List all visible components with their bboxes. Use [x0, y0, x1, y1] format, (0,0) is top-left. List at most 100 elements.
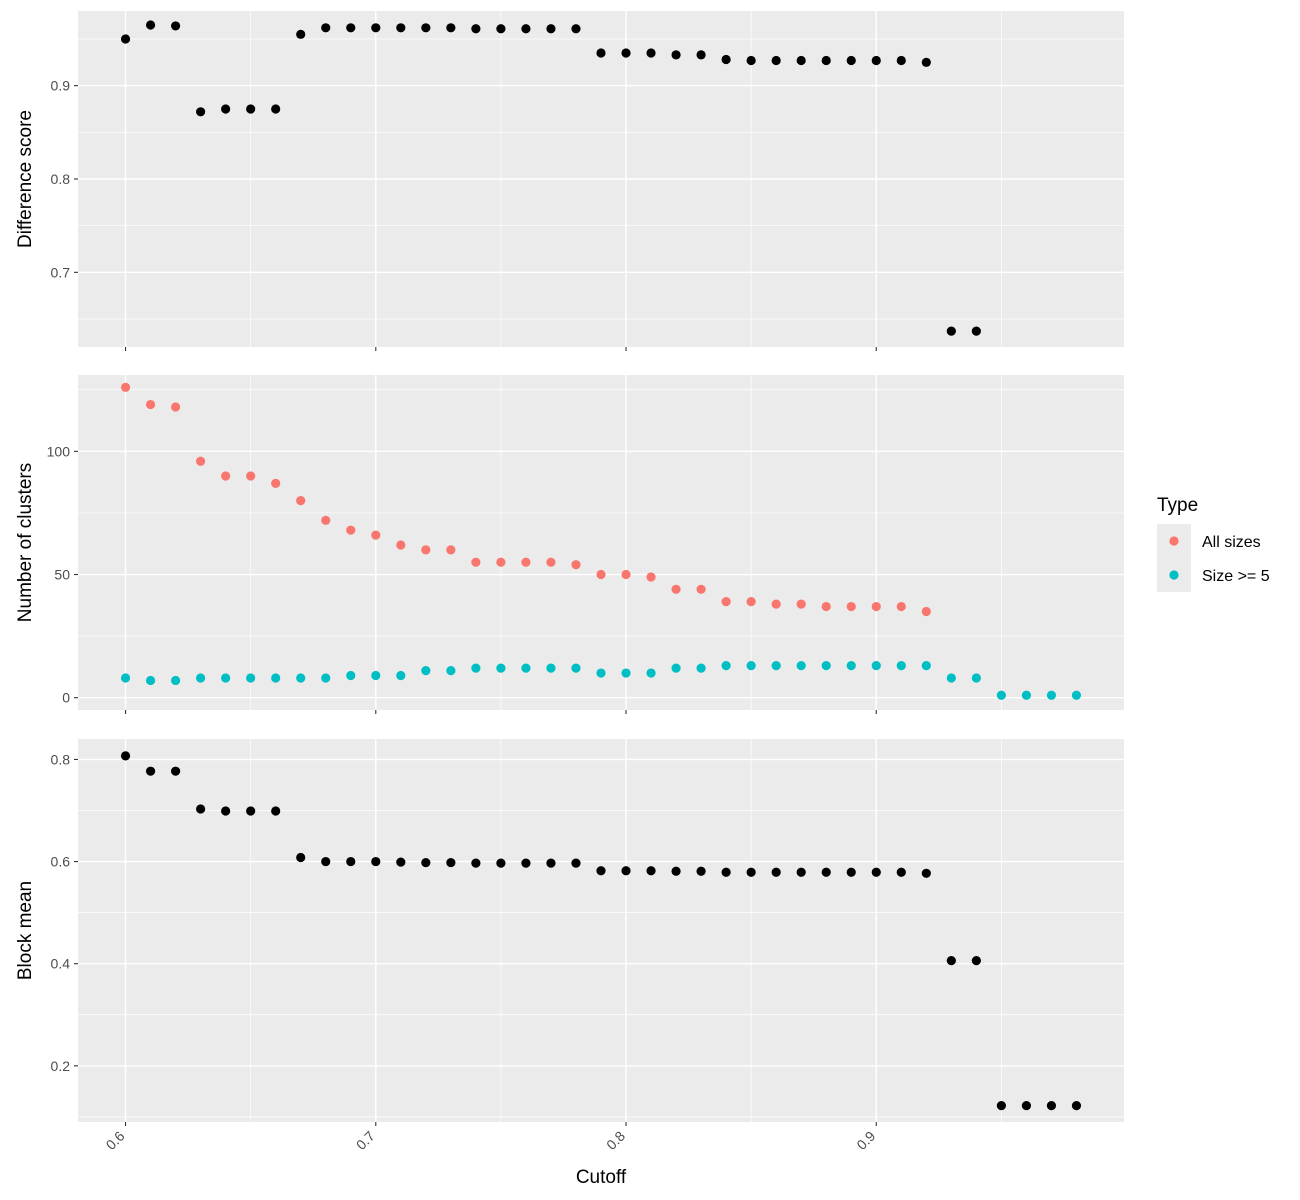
data-point [496, 858, 506, 868]
data-point [821, 55, 831, 66]
data-point [446, 545, 456, 555]
data-point [471, 24, 481, 34]
data-point [196, 673, 206, 683]
data-point [546, 24, 556, 34]
data-point [246, 471, 256, 481]
series-points [120, 751, 1082, 1111]
data-point [796, 867, 806, 877]
legend-title: Type [1157, 495, 1198, 516]
data-point [971, 956, 981, 966]
data-point [646, 48, 656, 58]
data-point [696, 584, 706, 594]
x-tick-label: 0.7 [353, 1128, 378, 1153]
data-point [896, 661, 906, 671]
data-point [446, 665, 456, 676]
panels-layer: 0.7 0.8 0.9 Difference score 0 50 100 Number of… [15, 11, 1124, 1126]
legend-key-marker [1169, 536, 1179, 546]
data-point [571, 858, 581, 868]
data-point [396, 540, 406, 550]
panel-background [78, 739, 1124, 1122]
data-point [446, 857, 456, 868]
data-point [145, 675, 156, 686]
panel-2: 0 50 100 Number of clusters [15, 375, 1124, 714]
data-point [396, 670, 406, 681]
data-point [321, 856, 331, 867]
data-point [671, 663, 681, 673]
data-point [696, 663, 706, 673]
data-point [621, 866, 631, 876]
data-point [721, 54, 731, 65]
x-tick-label: 0.6 [103, 1128, 128, 1153]
data-point [571, 560, 581, 570]
legend-entries: All sizes Size >= 5 [1157, 524, 1270, 592]
data-point [996, 1101, 1006, 1111]
data-point [371, 530, 381, 540]
data-point [771, 599, 781, 609]
y-tick-label: 0 [62, 690, 70, 706]
data-point [170, 675, 181, 686]
data-point [496, 557, 506, 567]
y-tick-label: 0.8 [51, 751, 71, 767]
series-points [120, 20, 981, 336]
data-point [471, 858, 481, 868]
data-point [696, 866, 706, 876]
data-point [771, 867, 781, 877]
data-point [296, 673, 306, 683]
x-axis: 0.6 0.7 0.8 0.9 [103, 1128, 879, 1153]
data-point [646, 572, 656, 582]
data-point [1046, 690, 1057, 700]
data-point [321, 515, 331, 525]
data-point [221, 806, 231, 816]
y-axis-title: Number of clusters [15, 463, 36, 622]
data-point [846, 661, 856, 671]
y-tick-label: 0.4 [51, 956, 71, 972]
data-point [271, 478, 281, 488]
data-point [371, 23, 381, 33]
data-point [571, 663, 581, 673]
data-point [896, 55, 906, 66]
legend-label: Size >= 5 [1202, 568, 1270, 585]
data-point [671, 50, 681, 60]
data-point [170, 21, 181, 31]
data-point [346, 670, 356, 681]
data-point [521, 663, 531, 673]
legend-label: All sizes [1202, 534, 1261, 551]
series-all-sizes [120, 382, 931, 617]
data-point [946, 956, 956, 966]
data-point [571, 24, 581, 34]
data-point [221, 104, 231, 114]
data-point [921, 606, 931, 617]
y-tick-label: 0.6 [51, 854, 71, 870]
data-point [246, 673, 256, 683]
data-point [421, 23, 431, 33]
data-point [746, 867, 756, 877]
data-point [621, 48, 631, 58]
data-point [846, 601, 856, 612]
data-point [496, 663, 506, 673]
data-point [771, 661, 781, 671]
data-point [346, 23, 356, 33]
data-point [471, 557, 481, 567]
series-size-5 [120, 661, 1082, 700]
data-point [596, 48, 606, 58]
data-point [120, 34, 131, 44]
data-point [521, 24, 531, 34]
data-point [946, 673, 956, 683]
data-point [521, 557, 531, 567]
data-point [145, 20, 156, 30]
x-tick-label: 0.8 [603, 1128, 628, 1153]
data-point [921, 868, 931, 878]
data-point [646, 668, 656, 678]
data-point [796, 661, 806, 671]
data-point [871, 601, 881, 612]
data-point [1021, 1101, 1032, 1111]
data-point [796, 599, 806, 609]
data-point [496, 24, 506, 34]
y-tick-label: 0.7 [51, 264, 71, 280]
data-point [621, 569, 631, 580]
data-point [971, 326, 981, 336]
data-point [145, 399, 156, 410]
data-point [896, 867, 906, 877]
data-point [371, 670, 381, 681]
legend: Type All sizes Size >= 5 [1157, 495, 1270, 592]
